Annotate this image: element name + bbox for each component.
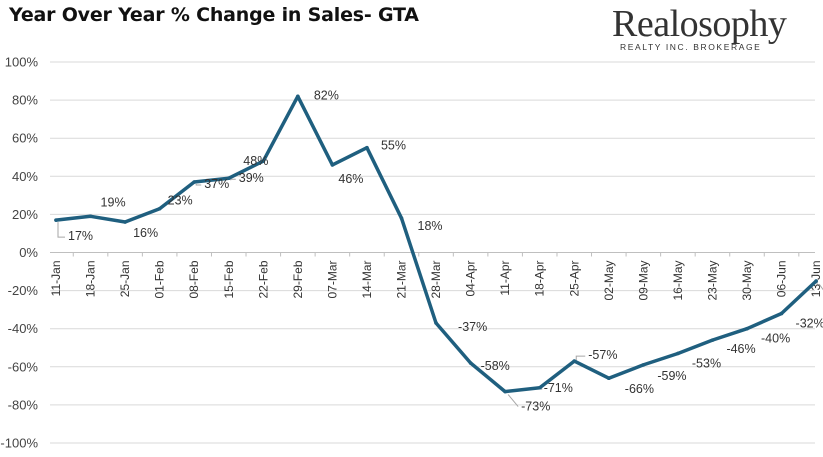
x-tick-label: 02-May <box>602 261 616 301</box>
data-label: 46% <box>338 172 363 186</box>
x-tick-label: 11-Apr <box>498 261 512 296</box>
label-leader-line <box>507 394 519 407</box>
data-label: 37% <box>204 177 229 191</box>
y-tick-label: 80% <box>12 93 38 108</box>
data-point <box>745 326 749 331</box>
y-tick-label: 0% <box>19 245 38 260</box>
data-point <box>468 361 473 365</box>
label-leader-line <box>818 283 823 291</box>
label-leader-line <box>195 184 202 186</box>
x-tick-label: 06-Jun <box>775 261 789 298</box>
label-leader-line <box>230 178 236 181</box>
data-point <box>88 214 93 219</box>
x-tick-label: 15-Feb <box>222 260 236 298</box>
data-label: 48% <box>243 154 268 168</box>
data-point <box>814 279 818 283</box>
gridlines <box>50 61 815 444</box>
x-axis: 11-Jan 18-Jan 25-Jan 01-Feb 08-Feb 15-Feb 22-F… <box>49 252 823 301</box>
data-point <box>676 351 680 356</box>
data-label: -59% <box>657 369 686 383</box>
data-point <box>123 220 127 224</box>
y-tick-label: 60% <box>12 131 38 146</box>
data-label: 39% <box>239 171 264 185</box>
y-tick-label: 100% <box>5 55 39 70</box>
x-tick-label: 08-Feb <box>187 260 201 298</box>
data-label: 19% <box>101 195 126 209</box>
data-point <box>157 206 162 211</box>
y-tick-label: -20% <box>8 283 39 298</box>
y-tick-label: -60% <box>8 359 39 374</box>
data-point <box>503 389 507 394</box>
data-point <box>779 311 784 316</box>
data-label: -58% <box>481 359 510 373</box>
data-label: -32% <box>796 316 823 330</box>
x-tick-label: 18-Apr <box>533 261 547 297</box>
data-labels: 17% 19% 16% 23% 37% 39% 48% 82% 46% 55% 18% -37% -58… <box>68 88 823 413</box>
x-tick-label: 25-Jan <box>118 261 132 298</box>
x-tick-label: 30-May <box>740 261 754 301</box>
logo-wordmark: Realosophy <box>612 3 787 45</box>
data-point <box>710 338 715 342</box>
y-tick-label: 20% <box>12 207 38 222</box>
x-tick-label: 13-Jun <box>809 261 823 298</box>
x-tick-label: 11-Jan <box>49 261 63 297</box>
x-tick-label: 09-May <box>636 261 650 301</box>
data-point <box>641 363 646 367</box>
data-point <box>572 359 577 363</box>
data-label: -46% <box>726 342 755 356</box>
data-label: -40% <box>761 332 790 346</box>
data-label: -73% <box>521 400 550 414</box>
x-tick-label: 25-Apr <box>567 261 581 297</box>
data-point <box>434 321 438 325</box>
x-tick-label: 14-Mar <box>360 261 374 299</box>
data-label: 82% <box>314 88 339 102</box>
data-point <box>192 180 196 184</box>
data-label: -53% <box>692 356 721 370</box>
data-label: -37% <box>458 320 487 334</box>
y-tick-label: 40% <box>12 169 38 184</box>
x-tick-label: 22-Feb <box>256 260 270 298</box>
y-axis: 100% 80% 60% 40% 20% 0% -20% -40% -60% -80% -100% <box>0 55 38 451</box>
x-tick-label: 23-May <box>705 261 719 301</box>
data-point <box>54 218 58 222</box>
data-point <box>607 376 611 381</box>
data-label: 23% <box>168 194 193 208</box>
label-leader-line <box>57 222 65 238</box>
data-label: 55% <box>381 139 406 153</box>
data-point <box>296 94 300 99</box>
data-point <box>537 385 542 390</box>
x-tick-label: 07-Mar <box>325 261 339 299</box>
data-label: -71% <box>544 381 573 395</box>
y-tick-label: -40% <box>8 321 39 336</box>
data-label: -57% <box>588 348 617 362</box>
data-label: -66% <box>625 382 654 396</box>
data-point <box>399 216 404 221</box>
x-tick-label: 01-Feb <box>153 260 167 298</box>
data-point <box>365 145 369 150</box>
x-tick-label: 29-Feb <box>291 260 305 298</box>
x-tick-label: 16-May <box>671 261 685 301</box>
series-line <box>54 94 818 394</box>
chart-title: Year Over Year % Change in Sales- GTA <box>9 4 419 26</box>
realosophy-logo: Realosophy REALTY INC. BROKERAGE <box>612 2 812 54</box>
data-point <box>261 159 266 163</box>
data-point <box>330 163 335 167</box>
data-label: 18% <box>418 219 443 233</box>
x-tick-label: 28-Mar <box>429 261 443 299</box>
x-tick-label: 18-Jan <box>84 261 98 298</box>
data-point <box>226 176 231 181</box>
data-label: 16% <box>133 226 158 240</box>
data-label: 17% <box>68 229 93 243</box>
y-tick-label: -80% <box>8 397 39 412</box>
y-tick-label: -100% <box>0 436 38 451</box>
x-tick-label: 04-Apr <box>464 261 478 297</box>
series-path <box>54 94 818 394</box>
x-tick-label: 21-Mar <box>395 261 409 299</box>
logo-tagline: REALTY INC. BROKERAGE <box>620 42 762 52</box>
